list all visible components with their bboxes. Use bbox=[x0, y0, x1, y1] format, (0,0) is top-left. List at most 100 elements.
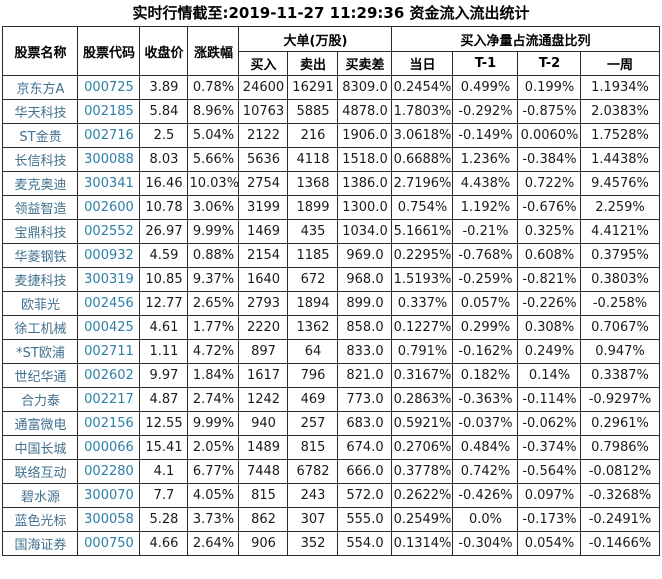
buy-sell-diff-cell: 1518.0 bbox=[337, 147, 393, 172]
ratio-t1-cell: -0.037% bbox=[452, 411, 519, 436]
stock-name-cell[interactable]: 蓝色光标 bbox=[2, 507, 79, 532]
close-price-cell: 1.11 bbox=[139, 339, 189, 364]
table-row[interactable]: 京东方A 000725 3.89 0.78% 24600 16291 8309.0 0.245… bbox=[2, 75, 660, 100]
buy-volume-cell: 2220 bbox=[238, 315, 289, 340]
stock-code-cell[interactable]: 002716 bbox=[77, 123, 141, 148]
ratio-today-cell: 0.337% bbox=[391, 291, 454, 316]
stock-name-cell[interactable]: *ST欧浦 bbox=[2, 339, 79, 364]
stock-code-cell[interactable]: 000425 bbox=[77, 315, 141, 340]
ratio-t2-cell: 0.097% bbox=[517, 483, 582, 508]
stock-name-cell[interactable]: 领益智造 bbox=[2, 195, 79, 220]
stock-code-cell[interactable]: 000932 bbox=[77, 243, 141, 268]
stock-code-cell[interactable]: 300319 bbox=[77, 267, 141, 292]
stock-name-cell[interactable]: 麦克奥迪 bbox=[2, 171, 79, 196]
stock-name-cell[interactable]: 通富微电 bbox=[2, 411, 79, 436]
stock-code-cell[interactable]: 002600 bbox=[77, 195, 141, 220]
stock-code-cell[interactable]: 300088 bbox=[77, 147, 141, 172]
group-header-net-buy-ratio: 买入净量占流通盘比列 bbox=[391, 26, 660, 52]
table-row[interactable]: 碧水源 300070 7.7 4.05% 815 243 572.0 0.2622% -0.42… bbox=[2, 483, 660, 508]
stock-code-cell[interactable]: 300070 bbox=[77, 483, 141, 508]
close-price-cell: 4.87 bbox=[139, 387, 189, 412]
table-row[interactable]: *ST欧浦 002711 1.11 4.72% 897 64 833.0 0.791% -0.1… bbox=[2, 339, 660, 364]
ratio-today-cell: 2.7196% bbox=[391, 171, 454, 196]
change-pct-cell: 5.66% bbox=[187, 147, 240, 172]
table-row[interactable]: 华菱钢铁 000932 4.59 0.88% 2154 1185 969.0 0.2295% -… bbox=[2, 243, 660, 268]
stock-name-cell[interactable]: 华菱钢铁 bbox=[2, 243, 79, 268]
stock-code-cell[interactable]: 002602 bbox=[77, 363, 141, 388]
table-row[interactable]: 麦捷科技 300319 10.85 9.37% 1640 672 968.0 1.5193% -… bbox=[2, 267, 660, 292]
stock-name-cell[interactable]: 世纪华通 bbox=[2, 363, 79, 388]
col-header-ratio-t1: T-1 bbox=[452, 51, 519, 76]
stock-code-cell[interactable]: 002456 bbox=[77, 291, 141, 316]
report-title: 实时行情截至:2019-11-27 11:29:36 资金流入流出统计 bbox=[132, 4, 530, 22]
stock-name-cell[interactable]: 长信科技 bbox=[2, 147, 79, 172]
stock-code-cell[interactable]: 000725 bbox=[77, 75, 141, 100]
ratio-week-cell: 0.2961% bbox=[580, 411, 660, 436]
ratio-t2-cell: -0.226% bbox=[517, 291, 582, 316]
buy-sell-diff-cell: 968.0 bbox=[337, 267, 393, 292]
sell-volume-cell: 796 bbox=[287, 363, 339, 388]
table-row[interactable]: 华天科技 002185 5.84 8.96% 10763 5885 4878.0 1.7803… bbox=[2, 99, 660, 124]
table-row[interactable]: 世纪华通 002602 9.97 1.84% 1617 796 821.0 0.3167% 0.… bbox=[2, 363, 660, 388]
stock-code-cell[interactable]: 300058 bbox=[77, 507, 141, 532]
buy-volume-cell: 1242 bbox=[238, 387, 289, 412]
ratio-week-cell: -0.2491% bbox=[580, 507, 660, 532]
ratio-week-cell: 0.7067% bbox=[580, 315, 660, 340]
buy-volume-cell: 1617 bbox=[238, 363, 289, 388]
ratio-t2-cell: 0.308% bbox=[517, 315, 582, 340]
table-row[interactable]: 欧菲光 002456 12.77 2.65% 2793 1894 899.0 0.337% 0.… bbox=[2, 291, 660, 316]
table-row[interactable]: 蓝色光标 300058 5.28 3.73% 862 307 555.0 0.2549% 0.0… bbox=[2, 507, 660, 532]
table-row[interactable]: 徐工机械 000425 4.61 1.77% 2220 1362 858.0 0.1227% 0… bbox=[2, 315, 660, 340]
buy-volume-cell: 2122 bbox=[238, 123, 289, 148]
ratio-week-cell: -0.9297% bbox=[580, 387, 660, 412]
close-price-cell: 4.59 bbox=[139, 243, 189, 268]
col-header-stock-code: 股票代码 bbox=[77, 26, 141, 76]
stock-name-cell[interactable]: 碧水源 bbox=[2, 483, 79, 508]
table-row[interactable]: 领益智造 002600 10.78 3.06% 3199 1899 1300.0 0.754%… bbox=[2, 195, 660, 220]
ratio-today-cell: 0.791% bbox=[391, 339, 454, 364]
stock-name-cell[interactable]: 徐工机械 bbox=[2, 315, 79, 340]
stock-code-cell[interactable]: 000066 bbox=[77, 435, 141, 460]
stock-code-cell[interactable]: 002156 bbox=[77, 411, 141, 436]
table-row[interactable]: ST金贵 002716 2.5 5.04% 2122 216 1906.0 3.0618% -0… bbox=[2, 123, 660, 148]
change-pct-cell: 2.05% bbox=[187, 435, 240, 460]
stock-name-cell[interactable]: 合力泰 bbox=[2, 387, 79, 412]
buy-volume-cell: 1489 bbox=[238, 435, 289, 460]
table-row[interactable]: 宝鼎科技 002552 26.97 9.99% 1469 435 1034.0 5.1661%… bbox=[2, 219, 660, 244]
table-row[interactable]: 通富微电 002156 12.55 9.99% 940 257 683.0 0.5921% -0… bbox=[2, 411, 660, 436]
ratio-week-cell: -0.3268% bbox=[580, 483, 660, 508]
ratio-t1-cell: -0.768% bbox=[452, 243, 519, 268]
table-row[interactable]: 中国长城 000066 15.41 2.05% 1489 815 674.0 0.2706% 0… bbox=[2, 435, 660, 460]
stock-name-cell[interactable]: 麦捷科技 bbox=[2, 267, 79, 292]
stock-name-cell[interactable]: 国海证券 bbox=[2, 531, 79, 556]
table-row[interactable]: 联络互动 002280 4.1 6.77% 7448 6782 666.0 0.3778% 0.… bbox=[2, 459, 660, 484]
sell-volume-cell: 307 bbox=[287, 507, 339, 532]
sell-volume-cell: 16291 bbox=[287, 75, 339, 100]
stock-name-cell[interactable]: 中国长城 bbox=[2, 435, 79, 460]
stock-name-cell[interactable]: 联络互动 bbox=[2, 459, 79, 484]
stock-name-cell[interactable]: ST金贵 bbox=[2, 123, 79, 148]
stock-name-cell[interactable]: 京东方A bbox=[2, 75, 79, 100]
stock-name-cell[interactable]: 华天科技 bbox=[2, 99, 79, 124]
sell-volume-cell: 1899 bbox=[287, 195, 339, 220]
table-row[interactable]: 麦克奥迪 300341 16.46 10.03% 2754 1368 1386.0 2.719… bbox=[2, 171, 660, 196]
stock-code-cell[interactable]: 002217 bbox=[77, 387, 141, 412]
ratio-week-cell: 2.259% bbox=[580, 195, 660, 220]
col-header-ratio-t2: T-2 bbox=[517, 51, 582, 76]
table-row[interactable]: 长信科技 300088 8.03 5.66% 5636 4118 1518.0 0.6688%… bbox=[2, 147, 660, 172]
stock-name-cell[interactable]: 宝鼎科技 bbox=[2, 219, 79, 244]
stock-code-cell[interactable]: 300341 bbox=[77, 171, 141, 196]
stock-code-cell[interactable]: 002552 bbox=[77, 219, 141, 244]
ratio-t2-cell: -0.114% bbox=[517, 387, 582, 412]
stock-code-cell[interactable]: 002711 bbox=[77, 339, 141, 364]
stock-code-cell[interactable]: 000750 bbox=[77, 531, 141, 556]
stock-name-cell[interactable]: 欧菲光 bbox=[2, 291, 79, 316]
ratio-t1-cell: 0.182% bbox=[452, 363, 519, 388]
change-pct-cell: 0.78% bbox=[187, 75, 240, 100]
table-row[interactable]: 合力泰 002217 4.87 2.74% 1242 469 773.0 0.2863% -0.… bbox=[2, 387, 660, 412]
table-row[interactable]: 国海证券 000750 4.66 2.64% 906 352 554.0 0.1314% -0.… bbox=[2, 531, 660, 556]
stock-code-cell[interactable]: 002185 bbox=[77, 99, 141, 124]
close-price-cell: 3.89 bbox=[139, 75, 189, 100]
ratio-t1-cell: -0.21% bbox=[452, 219, 519, 244]
stock-code-cell[interactable]: 002280 bbox=[77, 459, 141, 484]
